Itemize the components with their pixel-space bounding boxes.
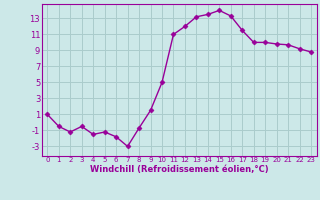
X-axis label: Windchill (Refroidissement éolien,°C): Windchill (Refroidissement éolien,°C) <box>90 165 268 174</box>
